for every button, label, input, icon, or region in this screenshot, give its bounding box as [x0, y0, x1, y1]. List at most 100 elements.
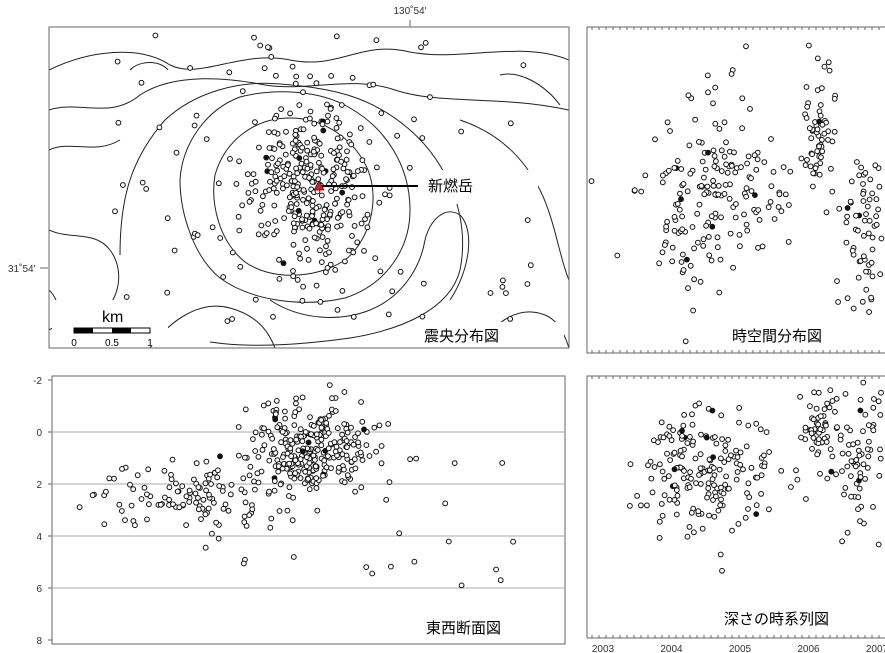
depth-time-point — [681, 468, 687, 474]
cross-section-point — [286, 484, 293, 491]
spacetime-point — [834, 278, 840, 285]
cross-section-point — [282, 415, 289, 422]
cross-section-point — [282, 408, 288, 415]
map-epicenter-point — [350, 314, 357, 320]
depth-time-point — [689, 421, 696, 428]
depth-time-point — [665, 473, 672, 480]
cross-section-point — [497, 577, 504, 584]
cross-section-point — [261, 442, 268, 449]
spacetime-point — [825, 59, 832, 66]
cross-section-point — [442, 500, 449, 507]
cross-section-point — [144, 491, 150, 498]
cross-section-point — [202, 544, 209, 551]
spacetime-point — [690, 307, 696, 314]
cross-section-point — [173, 480, 179, 487]
map-epicenter-point — [310, 148, 317, 155]
cross-section-point — [291, 475, 298, 482]
depth-time-point — [680, 422, 687, 429]
map-epicenter-point — [397, 268, 404, 275]
spacetime-point — [738, 164, 744, 171]
depth-time-point — [679, 453, 685, 460]
depth-time-point — [845, 450, 852, 457]
cross-section-point — [499, 460, 506, 466]
map-epicenter-point — [487, 290, 494, 296]
cross-section-point — [339, 431, 346, 438]
depth-time-point — [758, 472, 765, 479]
map-epicenter-point — [316, 140, 323, 147]
map-epicenter-point — [284, 182, 290, 189]
map-epicenter-point — [499, 284, 506, 290]
depth-time-point — [844, 529, 851, 536]
cross-section-point — [510, 538, 516, 545]
cross-section-point — [352, 434, 358, 441]
map-left-axis-label: 31˚54' — [8, 263, 36, 275]
cross-section-point — [318, 436, 325, 443]
cross-section-point — [411, 558, 418, 565]
map-epicenter-point — [304, 147, 311, 154]
depth-time-point — [743, 443, 750, 450]
depth-time-point — [661, 475, 668, 482]
cross-section-point — [320, 473, 326, 479]
map-epicenter-point — [324, 265, 331, 271]
depth-time-point — [827, 446, 834, 453]
spacetime-point — [877, 271, 884, 278]
depth-time-point — [704, 494, 710, 501]
cross-section-point — [325, 430, 332, 436]
depth-time-point — [823, 422, 829, 429]
cross-section-point — [203, 487, 210, 494]
depth-time-point — [699, 525, 706, 532]
spacetime-point — [724, 169, 731, 176]
depth-time-point — [758, 491, 764, 497]
depth-time-point — [817, 470, 823, 477]
map-epicenter-point — [327, 106, 334, 112]
map-epicenter-point — [235, 213, 242, 220]
depth-time-point — [719, 567, 725, 574]
depth-time-point — [721, 459, 728, 466]
spacetime-point — [754, 156, 761, 163]
map-epicenter-point — [334, 223, 341, 230]
spacetime-point — [716, 125, 723, 132]
spacetime-point — [662, 242, 668, 248]
spacetime-point — [674, 201, 681, 207]
spacetime-point — [806, 125, 813, 132]
cross-section-point — [157, 501, 164, 508]
scalebar-tick-1: 0.5 — [105, 338, 119, 349]
map-epicenter-point — [307, 162, 314, 168]
map-epicenter-point — [237, 263, 244, 270]
cross-section-point — [240, 560, 247, 567]
map-epicenter-point — [272, 115, 278, 122]
spacetime-point — [713, 158, 719, 165]
depth-time-point — [763, 429, 770, 436]
map-epicenter-point — [420, 280, 427, 287]
cross-section-point — [202, 511, 209, 518]
spacetime-point — [804, 157, 810, 163]
map-epicenter-point — [458, 128, 465, 135]
depth-time-point — [848, 458, 855, 465]
map-epicenter-point — [217, 235, 224, 241]
map-epicenter-point — [343, 176, 349, 183]
map-epicenter-point — [250, 171, 257, 178]
map-epicenter-point — [292, 131, 299, 138]
spacetime-point — [745, 153, 752, 160]
map-epicenter-point — [300, 126, 307, 133]
map-epicenter-point — [270, 313, 276, 320]
depth-time-point — [753, 502, 760, 509]
spacetime-point — [819, 85, 825, 91]
spacetime-point — [676, 206, 683, 213]
spacetime-point — [866, 217, 873, 224]
cross-section-point — [291, 422, 298, 429]
map-epicenter-point — [348, 141, 355, 148]
depth-time-point — [697, 481, 704, 487]
cross-section-point — [89, 492, 96, 499]
depth-time-point — [684, 533, 691, 540]
map-epicenter-point — [290, 241, 297, 248]
depth-time-point — [710, 454, 716, 461]
cross-section-y-tick-label: 6 — [36, 584, 42, 595]
depth-time-point — [660, 434, 667, 441]
cross-section-point — [216, 483, 223, 489]
map-epicenter-point — [224, 318, 231, 325]
depth-time-title-bg — [720, 603, 885, 633]
spacetime-point — [848, 178, 855, 185]
cross-section-point — [271, 487, 278, 494]
map-epicenter-point — [354, 239, 361, 246]
